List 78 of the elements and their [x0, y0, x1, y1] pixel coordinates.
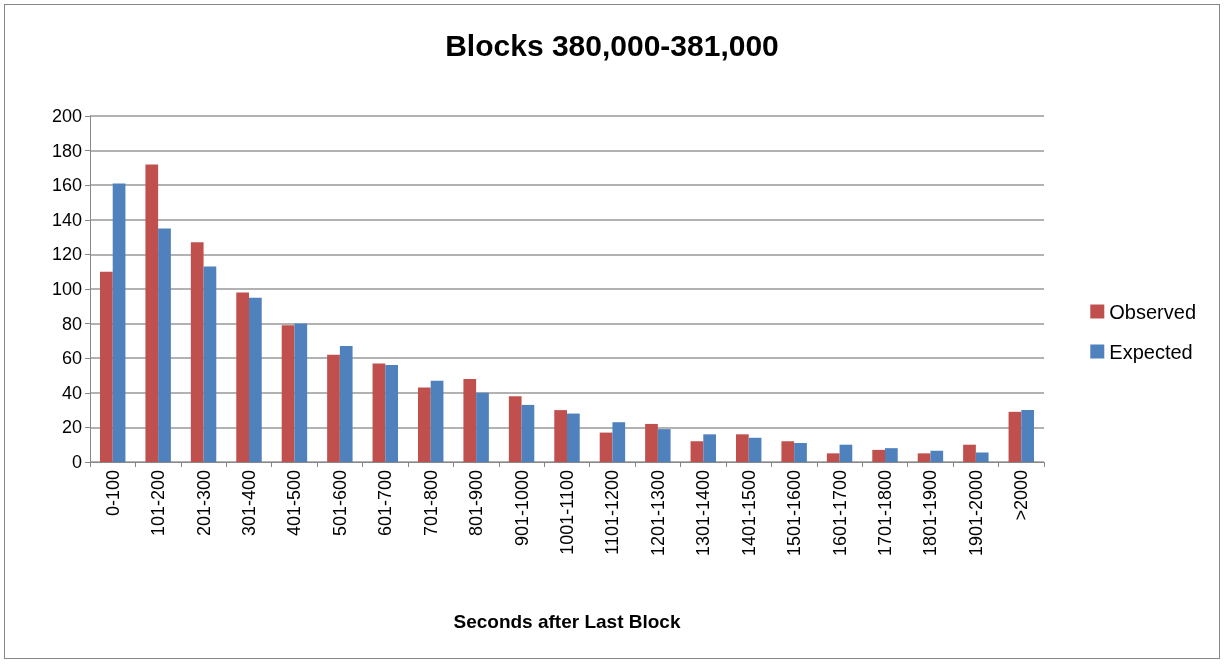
y-tick-label: 120 — [51, 244, 82, 265]
bar — [917, 453, 931, 462]
x-tick-label: 1201-1300 — [647, 470, 668, 557]
y-tick-label: 160 — [51, 175, 82, 196]
x-axis-title: Seconds after Last Block — [453, 611, 681, 632]
legend-label: Observed — [1109, 300, 1197, 323]
bar — [963, 444, 976, 462]
bar — [521, 404, 535, 462]
legend-label: Expected — [1109, 340, 1193, 363]
bar — [735, 434, 749, 462]
bar — [748, 437, 762, 462]
x-tick-label: 1401-1500 — [738, 470, 759, 557]
bar — [476, 392, 489, 462]
bar — [430, 380, 444, 462]
bar — [236, 292, 249, 462]
x-tick-label: 1901-2000 — [965, 470, 986, 557]
bar — [612, 422, 626, 462]
x-tick-label: 1701-1800 — [875, 470, 895, 557]
bar — [885, 448, 898, 462]
bar — [826, 453, 840, 462]
bar — [203, 266, 217, 462]
bar — [339, 346, 353, 462]
x-tick-label: 1501-1600 — [784, 470, 805, 557]
y-tick-label: 80 — [61, 313, 82, 334]
x-tick-label: 801-900 — [466, 470, 487, 537]
y-tick-label: 200 — [51, 106, 82, 126]
y-tick-label: 20 — [61, 417, 82, 438]
bar — [554, 410, 567, 462]
bar — [145, 164, 159, 462]
bar — [872, 449, 885, 462]
x-tick-label: 1601-1700 — [829, 470, 850, 557]
y-tick-label: 0 — [71, 452, 82, 472]
x-tick-label: 201-300 — [193, 470, 214, 537]
x-tick-label: 1801-1900 — [920, 470, 941, 557]
x-tick-label: 1101-1200 — [602, 470, 623, 555]
y-tick-label: 40 — [61, 382, 82, 403]
bar — [463, 378, 477, 462]
bar — [794, 442, 807, 462]
y-tick-label: 100 — [51, 279, 82, 299]
bar — [190, 242, 204, 462]
x-tick-label: 601-700 — [375, 470, 396, 537]
bar — [781, 441, 795, 462]
y-tick-label: 60 — [61, 348, 82, 369]
x-tick-label: 901-1000 — [511, 470, 532, 547]
bar — [417, 387, 431, 462]
bar — [690, 441, 704, 462]
x-tick-label: 1301-1400 — [693, 470, 714, 557]
bar — [508, 396, 522, 462]
y-tick-label: 140 — [51, 209, 82, 230]
bar — [294, 323, 308, 462]
bar — [385, 365, 399, 462]
bar — [281, 325, 295, 462]
bar — [703, 434, 717, 462]
bar — [1021, 410, 1035, 462]
x-tick-label: 501-600 — [329, 470, 350, 537]
bar — [645, 423, 658, 462]
y-tick-label: 180 — [51, 140, 82, 161]
chart-title: Blocks 380,000-381,000 — [445, 28, 779, 62]
x-tick-label: 101-200 — [148, 470, 169, 537]
x-tick-label: 301-400 — [239, 470, 259, 537]
x-tick-label: 701-800 — [420, 470, 441, 537]
x-tick-label: 0-100 — [102, 470, 123, 517]
bar — [1008, 411, 1022, 462]
bar — [599, 432, 613, 462]
bar — [112, 183, 126, 462]
bar — [99, 271, 113, 462]
bar — [372, 363, 386, 462]
bar — [839, 444, 853, 462]
bar — [249, 297, 262, 462]
x-tick-label: 1001-1100 — [557, 470, 577, 555]
bar — [567, 413, 580, 462]
bar — [327, 354, 340, 462]
bar — [657, 429, 671, 462]
bar — [930, 450, 944, 462]
x-tick-label: 401-500 — [284, 470, 305, 537]
bar — [975, 452, 989, 462]
bar — [158, 228, 171, 462]
x-tick-label: >2000 — [1011, 470, 1032, 521]
